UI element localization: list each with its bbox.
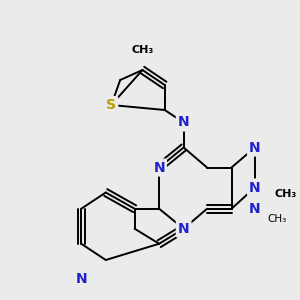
Text: N: N — [75, 272, 87, 286]
Text: N: N — [249, 181, 261, 194]
Text: N: N — [75, 272, 87, 286]
Text: N: N — [153, 160, 165, 175]
Text: CH₃: CH₃ — [131, 45, 154, 55]
Text: CH₃: CH₃ — [267, 214, 286, 224]
Text: N: N — [178, 116, 190, 130]
Text: CH₃: CH₃ — [275, 189, 297, 199]
Text: S: S — [106, 98, 116, 112]
Text: N: N — [178, 222, 190, 236]
Text: N: N — [249, 202, 261, 216]
Text: N: N — [249, 140, 261, 154]
